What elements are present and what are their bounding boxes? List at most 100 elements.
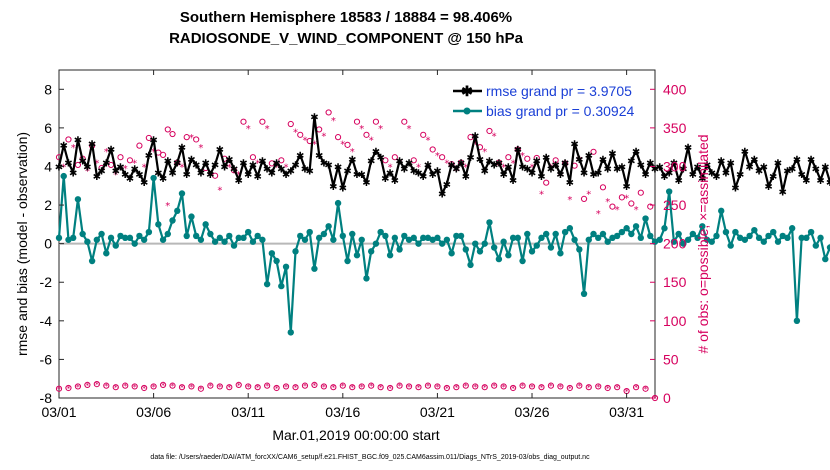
bias-point [103, 250, 110, 257]
rmse-point: ✱ [504, 162, 512, 173]
bias-point [642, 215, 649, 222]
rmse-point: ✱ [575, 155, 583, 166]
obs-bottom-possible-marker [207, 382, 214, 389]
bias-point [69, 234, 77, 242]
rmse-point: ✱ [173, 159, 181, 170]
obs-assimilated-marker: * [142, 162, 147, 173]
bias-point [509, 234, 517, 242]
rmse-point: ✱ [717, 157, 725, 168]
obs-bottom-assimilated-marker: * [568, 384, 572, 393]
rmse-point: ✱ [566, 178, 574, 189]
rmse-point: ✱ [178, 143, 186, 154]
obs-assimilated-marker: * [501, 162, 506, 173]
rmse-point: ✱ [499, 170, 507, 181]
legend-rmse-marker: ✱ [461, 83, 473, 99]
rmse-point: ✱ [140, 178, 148, 189]
bias-point [632, 223, 640, 230]
obs-bottom-possible-marker [292, 384, 299, 391]
rmse-point: ✱ [277, 164, 285, 175]
rmse-point: ✱ [197, 168, 205, 179]
rmse-point: ✱ [523, 164, 531, 175]
obs-assimilated-marker: * [302, 135, 307, 146]
rmse-point: ✱ [74, 135, 82, 146]
bias-point [358, 236, 365, 243]
obs-bottom-possible-marker [500, 383, 507, 390]
rmse-point: ✱ [745, 162, 753, 173]
obs-bottom-possible-marker [282, 383, 290, 390]
bias-point [211, 238, 219, 245]
obs-bottom-possible-marker [131, 383, 138, 390]
obs-possible-marker [334, 134, 342, 141]
obs-possible-marker [439, 154, 446, 161]
bias-point [618, 228, 626, 236]
rmse-point: ✱ [481, 166, 489, 177]
rmse-point: ✱ [693, 162, 701, 173]
bias-point [680, 240, 687, 247]
obs-bottom-assimilated-marker: * [606, 384, 610, 393]
rmse-point: ✱ [599, 155, 607, 166]
obs-bottom-possible-marker [235, 381, 242, 388]
bias-point [689, 230, 697, 238]
obs-bottom-assimilated-marker: * [341, 382, 345, 391]
bias-point [751, 226, 758, 234]
obs-possible-marker [287, 120, 294, 128]
obs-bottom-assimilated-marker: * [331, 384, 335, 393]
obs-bottom-possible-marker [566, 384, 573, 392]
obs-bottom-possible-marker [245, 383, 252, 390]
obs-bottom-assimilated-marker: * [473, 383, 477, 392]
obs-bottom-possible-marker [141, 384, 148, 392]
obs-assimilated-marker: * [198, 143, 203, 154]
bias-point [722, 228, 730, 236]
bias-point [708, 238, 715, 245]
rmse-point: ✱ [424, 161, 432, 172]
legend-bias-marker [463, 107, 471, 115]
bias-point [273, 257, 280, 265]
obs-bottom-possible-marker [273, 384, 280, 392]
obs-assimilated-marker: * [151, 147, 156, 158]
bias-point [311, 265, 318, 272]
bias-point [822, 255, 829, 263]
obs-bottom-possible-marker [150, 383, 157, 390]
rmse-point: ✱ [381, 174, 389, 185]
rmse-point: ✱ [206, 170, 214, 181]
bias-point [188, 213, 195, 220]
obs-bottom-possible-marker [197, 385, 205, 392]
rmse-point: ✱ [779, 188, 787, 199]
bias-point [495, 255, 503, 263]
bias-point [538, 234, 545, 242]
rmse-point: ✱ [334, 162, 342, 173]
obs-bottom-possible-marker [330, 384, 337, 391]
x-axis-label: Mar.01,2019 00:00:00 start [272, 427, 439, 443]
obs-assimilated-marker: * [425, 135, 430, 146]
rmse-point: ✱ [164, 157, 172, 168]
y-tick-label-right: 50 [663, 351, 679, 367]
bias-point [826, 244, 830, 251]
bias-point [254, 232, 261, 240]
obs-bottom-assimilated-marker: * [123, 382, 127, 391]
rmse-point: ✱ [391, 176, 399, 187]
rmse-point: ✱ [287, 166, 295, 177]
rmse-point: ✱ [689, 170, 697, 181]
rmse-point: ✱ [410, 166, 418, 177]
rmse-point: ✱ [476, 155, 484, 166]
bias-point [661, 225, 668, 232]
rmse-point: ✱ [561, 159, 569, 170]
obs-assimilated-marker: * [61, 162, 66, 173]
obs-bottom-assimilated-marker: * [237, 381, 241, 390]
obs-bottom-assimilated-marker: * [171, 382, 175, 391]
obs-bottom-possible-marker [103, 382, 110, 389]
bias-point [297, 232, 304, 240]
rmse-point: ✱ [145, 151, 153, 162]
bias-point [240, 234, 247, 242]
bias-point [84, 238, 91, 245]
y-tick-label-right: 0 [663, 390, 671, 406]
bias-point [339, 232, 347, 240]
bias-point [377, 228, 384, 236]
bias-point [287, 329, 294, 336]
y-tick-label-right: 300 [663, 158, 687, 174]
rmse-point: ✱ [637, 161, 645, 172]
rmse-point: ✱ [802, 176, 810, 187]
bias-point [774, 238, 782, 245]
bias-point [684, 236, 692, 243]
